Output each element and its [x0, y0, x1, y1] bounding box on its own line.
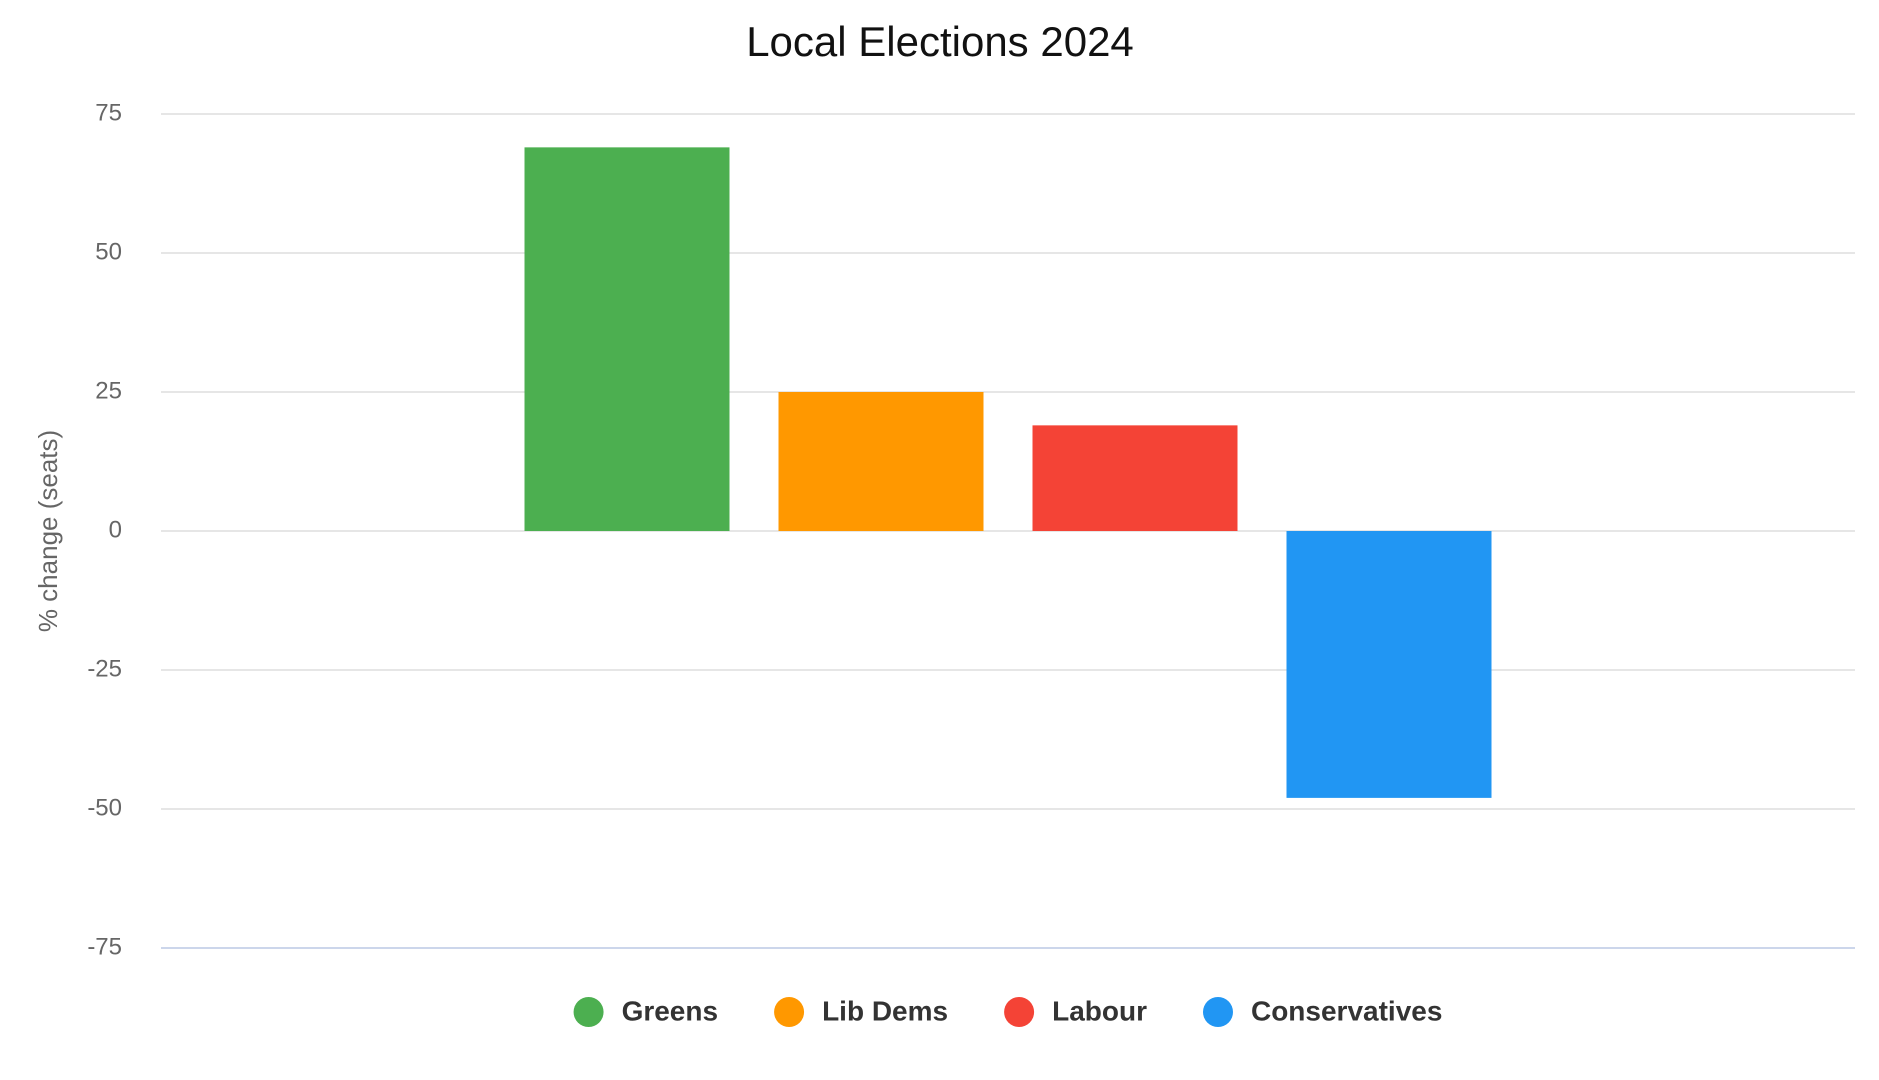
y-tick-label: -75: [87, 933, 122, 960]
y-tick-label: -50: [87, 794, 122, 821]
y-tick-label: 0: [109, 516, 122, 543]
y-tick-label: 75: [95, 99, 122, 126]
legend-marker: [573, 997, 604, 1027]
bar: [1032, 425, 1238, 531]
chart-title: Local Elections 2024: [746, 18, 1134, 65]
legend-marker: [1202, 997, 1233, 1027]
y-tick-label: -25: [87, 655, 122, 682]
legend-label: Greens: [622, 995, 719, 1026]
legend-marker: [774, 997, 805, 1027]
legend-label: Labour: [1052, 995, 1147, 1026]
legend-marker: [1004, 997, 1035, 1027]
bar: [524, 147, 730, 532]
legend-label: Conservatives: [1251, 995, 1442, 1026]
y-tick-label: 50: [95, 238, 122, 265]
bar: [778, 392, 984, 531]
bar: [1286, 531, 1492, 798]
legend-label: Lib Dems: [822, 995, 948, 1026]
y-axis-label: % change (seats): [33, 430, 63, 632]
y-tick-label: 25: [95, 377, 122, 404]
